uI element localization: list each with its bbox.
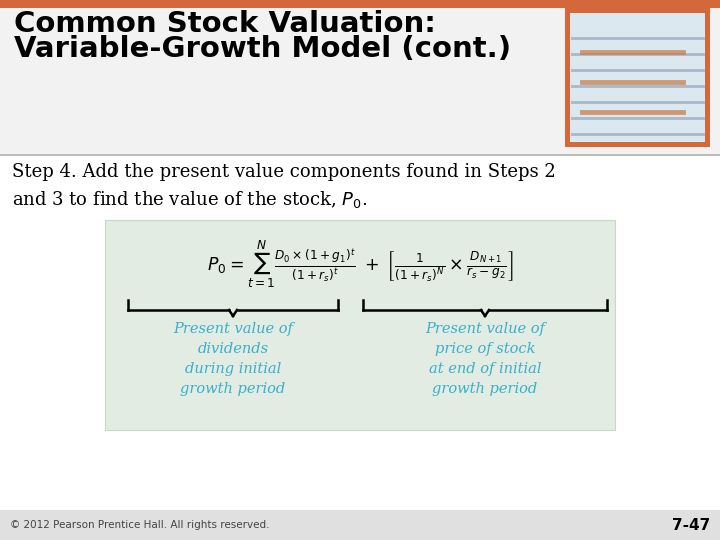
Text: and 3 to find the value of the stock, $P_0$.: and 3 to find the value of the stock, $P… bbox=[12, 189, 367, 210]
Text: Present value of
price of stock
at end of initial
growth period: Present value of price of stock at end o… bbox=[425, 322, 545, 396]
FancyBboxPatch shape bbox=[0, 0, 720, 8]
FancyBboxPatch shape bbox=[0, 510, 720, 540]
Text: Step 4. Add the present value components found in Steps 2: Step 4. Add the present value components… bbox=[12, 163, 556, 181]
Text: © 2012 Pearson Prentice Hall. All rights reserved.: © 2012 Pearson Prentice Hall. All rights… bbox=[10, 520, 269, 530]
Text: $P_0 = \sum_{t=1}^{N} \frac{D_0 \times (1 + g_1)^t}{(1 + r_s)^t}$$\; +\; \left[ : $P_0 = \sum_{t=1}^{N} \frac{D_0 \times (… bbox=[207, 238, 513, 290]
FancyBboxPatch shape bbox=[105, 220, 615, 430]
FancyBboxPatch shape bbox=[570, 13, 705, 142]
Text: Variable-Growth Model (cont.): Variable-Growth Model (cont.) bbox=[14, 35, 511, 63]
Text: Present value of
dividends
during initial
growth period: Present value of dividends during initia… bbox=[173, 322, 293, 396]
Text: 7-47: 7-47 bbox=[672, 517, 710, 532]
FancyBboxPatch shape bbox=[0, 0, 720, 155]
FancyBboxPatch shape bbox=[565, 8, 710, 147]
Text: Common Stock Valuation:: Common Stock Valuation: bbox=[14, 10, 436, 38]
